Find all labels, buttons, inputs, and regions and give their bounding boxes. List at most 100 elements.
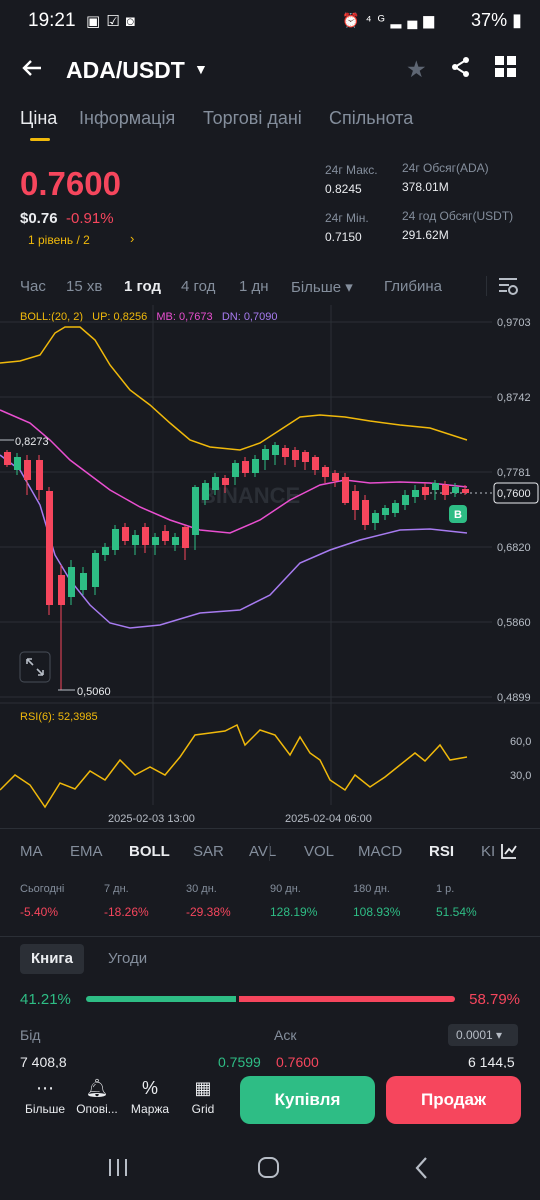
interval-1d[interactable]: 1 дн — [239, 278, 269, 295]
candle-body — [162, 531, 169, 541]
interval-15m[interactable]: 15 хв — [66, 278, 103, 295]
last-price: 0.7600 — [20, 165, 121, 202]
boll-up-line — [0, 326, 468, 451]
chevron-down-icon[interactable]: ▼ — [194, 61, 208, 77]
indicator-ema[interactable]: EMA — [70, 843, 103, 860]
sell-button[interactable]: Продаж — [386, 1076, 521, 1124]
chevron-right-icon[interactable]: › — [130, 231, 135, 246]
percent-icon: % — [141, 1078, 158, 1098]
alarm-icon: ⏰ — [342, 12, 366, 28]
precision-select[interactable]: 0.0001 ▾ — [448, 1024, 518, 1046]
boll-mb: MB: 0,7673 — [156, 311, 213, 323]
candle-body — [142, 527, 149, 545]
home-icon[interactable] — [257, 1156, 281, 1185]
alerts-label: Опові... — [76, 1102, 118, 1116]
candle-body — [58, 575, 65, 605]
candle-body — [252, 459, 259, 473]
candle-body — [322, 467, 329, 477]
candle-body — [462, 489, 469, 493]
pair-title[interactable]: ADA/USDT — [66, 57, 185, 83]
indicator-sar[interactable]: SAR — [193, 843, 224, 860]
y-tick: 0,4899 — [497, 692, 531, 704]
candle-body — [272, 445, 279, 455]
perf-label: Сьогодні — [20, 883, 65, 895]
battery: 37% ▮ — [471, 10, 522, 31]
signal-icon: ▂▄▆ — [390, 12, 440, 28]
media-icon: ◙ — [125, 13, 141, 30]
indicator-ma[interactable]: MA — [20, 843, 43, 860]
active-tab-indicator — [30, 138, 50, 141]
battery-icon: ▮ — [512, 10, 522, 30]
bid-qty: 7 408,8 — [20, 1054, 67, 1070]
interval-time[interactable]: Час — [20, 278, 46, 295]
tab-trades[interactable]: Угоди — [108, 950, 148, 967]
indicator-kdj[interactable]: KI — [481, 843, 495, 860]
tab-price[interactable]: Ціна — [20, 108, 58, 128]
share-icon[interactable] — [450, 56, 472, 84]
grid-icon[interactable] — [495, 56, 517, 78]
back-icon[interactable] — [412, 1156, 432, 1185]
indicator-macd[interactable]: MACD — [358, 843, 403, 860]
interval-4h[interactable]: 4 год — [181, 278, 216, 295]
candle-body — [192, 487, 199, 535]
interval-1h[interactable]: 1 год — [124, 278, 162, 295]
recents-icon[interactable] — [107, 1156, 129, 1183]
buy-button[interactable]: Купівля — [240, 1076, 375, 1124]
candle-body — [36, 460, 43, 490]
candle-body — [452, 487, 459, 493]
level-link[interactable]: 1 рівень / 2 — [28, 233, 90, 247]
bid-price: 0.7599 — [218, 1054, 261, 1070]
high-label: 24г Макс. — [325, 163, 378, 177]
low-value: 0.7150 — [325, 230, 362, 244]
network-icon: ⁴ᴳ — [365, 12, 391, 28]
price-tag: 0,7600 — [497, 488, 531, 500]
indicator-vol[interactable]: VOL — [304, 843, 335, 860]
more-button[interactable]: ⋯ Більше — [20, 1078, 70, 1116]
indicator-rsi[interactable]: RSI — [429, 843, 455, 860]
candle-body — [14, 457, 21, 470]
status-time: 19:21 — [28, 10, 76, 31]
divider — [486, 276, 487, 296]
interval-depth[interactable]: Глибина — [384, 278, 443, 295]
bid-header: Бід — [20, 1027, 41, 1043]
candle-body — [92, 553, 99, 587]
candle-body — [222, 478, 229, 485]
star-icon[interactable]: ★ — [406, 56, 427, 82]
candle-body — [392, 503, 399, 513]
perf-value: 128.19% — [270, 905, 318, 919]
alerts-button[interactable]: 🔔︎ Опові... — [72, 1078, 122, 1116]
grid-button[interactable]: ▦ Grid — [178, 1078, 228, 1116]
tab-info[interactable]: Інформація — [79, 108, 176, 128]
rsi-tick: 30,0 — [510, 770, 531, 782]
high-marker: 0,8273 — [15, 436, 49, 448]
candle-body — [302, 452, 309, 462]
ask-price: 0.7600 — [276, 1054, 319, 1070]
indicator-settings-icon[interactable] — [500, 842, 518, 865]
vol-quote-value: 291.62M — [402, 228, 449, 242]
perf-value: 108.93% — [353, 905, 401, 919]
chart-settings-icon[interactable] — [497, 276, 519, 301]
ask-header: Аск — [274, 1027, 297, 1043]
indicator-boll[interactable]: BOLL — [129, 843, 170, 860]
indicator-avl[interactable]: AVL — [249, 843, 277, 860]
y-tick: 0,9703 — [497, 317, 531, 329]
candle-body — [132, 535, 139, 545]
candle-body — [312, 457, 319, 470]
expand-icon[interactable] — [19, 651, 51, 683]
candle-body — [372, 513, 379, 523]
margin-button[interactable]: % Маржа — [125, 1078, 175, 1116]
bid-ratio: 41.21% — [20, 991, 71, 1008]
boll-dn-line — [0, 454, 468, 629]
boll-up: UP: 0,8256 — [92, 311, 148, 323]
tab-order-book[interactable]: Книга — [20, 944, 85, 974]
candle-body — [292, 450, 299, 460]
system-icons: ⏰⁴ᴳ▂▄▆ — [342, 12, 440, 29]
interval-more[interactable]: Більше ▾ — [291, 279, 353, 296]
tab-trading-data[interactable]: Торгові дані — [203, 108, 302, 128]
more-icon: ⋯ — [36, 1078, 54, 1098]
rsi-line — [0, 723, 468, 809]
tab-community[interactable]: Спільнота — [329, 108, 414, 128]
price-chart[interactable]: 0,9703 0,8742 0,7781 0,6820 0,5860 0,489… — [0, 305, 540, 830]
y-tick: 0,8742 — [497, 392, 531, 404]
back-arrow-icon[interactable] — [20, 56, 50, 86]
